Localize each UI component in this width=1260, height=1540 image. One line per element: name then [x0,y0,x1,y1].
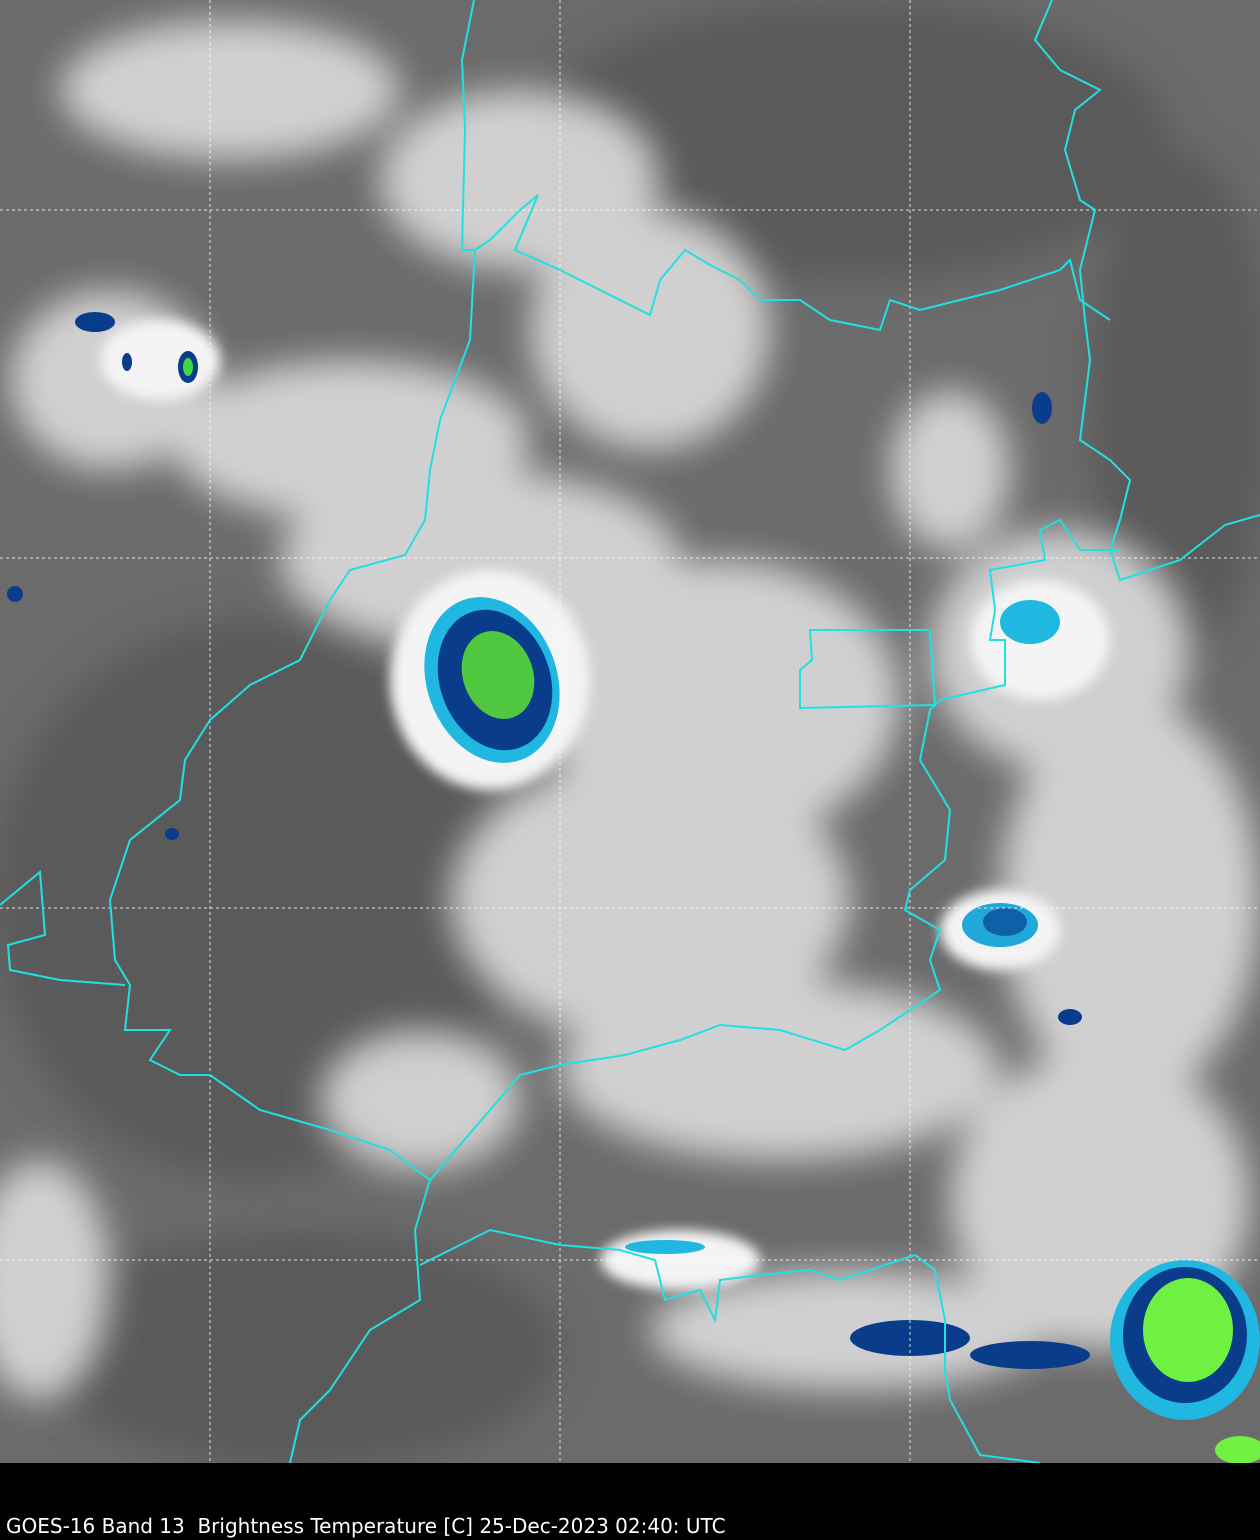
boundary-line [1033,0,1260,582]
storm-cell [1215,1436,1260,1463]
storm-cell [625,1240,705,1254]
boundary-line [108,0,477,1463]
storm-cell [75,312,115,332]
image-caption: GOES-16 Band 13 Brightness Temperature [… [6,1514,726,1538]
storm-cell [970,1341,1090,1369]
satellite-map [0,0,1260,1463]
storm-cells [7,312,1260,1463]
boundary-line [474,194,1111,332]
storm-cell [983,908,1027,936]
caption-bar: GOES-16 Band 13 Brightness Temperature [… [0,1463,1260,1540]
storm-cell [183,358,193,376]
boundary-line [419,1228,1041,1463]
storm-cell [1000,600,1060,644]
political-boundaries [0,0,1260,1463]
storm-cell [165,828,179,840]
storm-cell [122,353,132,371]
storm-cell [1058,1009,1082,1025]
boundary-line [0,870,126,986]
boundary-line [429,518,1120,1181]
boundary-line [799,629,937,710]
storm-cell [1143,1278,1233,1382]
grid-lines [0,0,1260,1463]
cloud-cover [0,20,1260,1400]
storm-cell [461,631,535,719]
storm-cell [1032,392,1052,424]
storm-cell [7,586,23,602]
